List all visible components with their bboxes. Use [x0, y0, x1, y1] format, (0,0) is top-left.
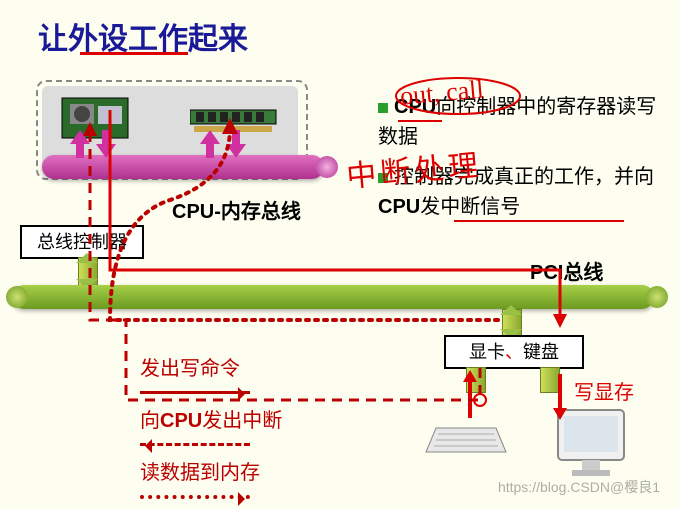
legend-1: 发出写命令	[140, 352, 260, 404]
legend-solid-arrow	[140, 391, 250, 394]
legend-dot-arrow	[140, 495, 250, 499]
red-dotted-path	[0, 0, 680, 509]
watermark: https://blog.CSDN@樱良1	[498, 477, 660, 497]
legend-2-text: 向CPU发出中断	[140, 410, 282, 432]
legend-3-text: 读数据到内存	[140, 462, 260, 484]
legend-2: 向CPU发出中断	[140, 404, 282, 456]
legend-3: 读数据到内存	[140, 456, 260, 508]
legend-1-text: 发出写命令	[140, 358, 240, 380]
legend-dash-arrow	[140, 443, 250, 446]
